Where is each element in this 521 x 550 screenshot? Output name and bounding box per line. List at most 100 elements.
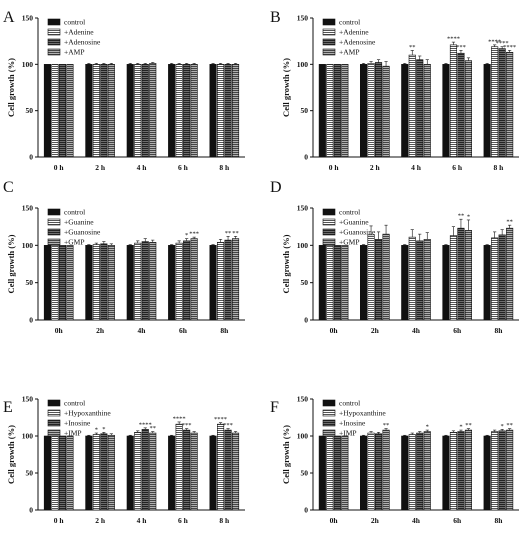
legend-swatch <box>47 208 61 216</box>
legend-entry: control <box>64 399 85 408</box>
bar <box>149 432 157 511</box>
bar <box>190 238 198 321</box>
bar <box>51 64 59 158</box>
significance-label: * <box>467 213 470 220</box>
significance-label: * <box>501 423 504 430</box>
y-tick-label: 150 <box>297 14 309 23</box>
legend: control+Adenine+Adenosine+AMP <box>322 18 376 57</box>
bar <box>449 44 458 158</box>
significance-label: ** <box>409 44 416 51</box>
bar <box>126 64 134 158</box>
significance-label: * <box>185 232 188 239</box>
legend: control+Adenine+Adenosine+AMP <box>47 18 101 57</box>
bar <box>43 64 52 158</box>
x-tick-label: 8h <box>494 516 503 525</box>
legend-entry: +Adenosine <box>339 38 376 47</box>
x-tick-label: 4h <box>412 516 421 525</box>
significance-label: **** <box>139 421 152 428</box>
significance-label: **** <box>214 416 227 423</box>
panel-a: A 0 50 100 150 Cell growth (%) 0 h 2 h 4 h 6 h 8 h… <box>3 9 245 172</box>
bar <box>359 64 368 158</box>
significance-label: **** <box>503 44 516 51</box>
significance-label: ** <box>506 422 513 429</box>
significance-label: **** <box>488 38 501 45</box>
bar <box>464 429 473 511</box>
bar <box>100 243 108 321</box>
legend: control+Hypoxanthine+Inosine+IMP <box>322 399 386 438</box>
y-tick-label: 0 <box>29 506 33 515</box>
bar <box>408 54 416 158</box>
bar <box>92 244 100 321</box>
bar <box>341 64 349 158</box>
bar <box>498 430 506 511</box>
legend-swatch <box>47 218 61 226</box>
panel-letter: F <box>270 399 279 416</box>
legend-swatch <box>47 419 61 427</box>
bar <box>464 230 473 321</box>
legend-swatch <box>322 28 336 36</box>
x-tick-label: 4h <box>412 326 421 335</box>
bar <box>416 59 424 158</box>
bar <box>85 64 93 158</box>
significance-label: **** <box>496 40 509 47</box>
bar <box>326 64 334 158</box>
x-tick-label: 2 h <box>95 516 106 525</box>
legend-entry: +Guanine <box>64 218 94 227</box>
x-tick-label: 0 h <box>329 163 340 172</box>
y-tick-label: 0 <box>304 153 308 162</box>
y-tick-label: 0 <box>29 316 33 325</box>
bar <box>85 435 93 511</box>
y-tick-label: 100 <box>297 60 309 69</box>
legend-swatch <box>47 429 61 437</box>
x-tick-label: 2h <box>371 326 380 335</box>
bar <box>183 429 191 511</box>
significance-label: **** <box>173 415 186 422</box>
bar <box>408 236 416 321</box>
bar <box>374 62 383 158</box>
x-tick-label: 2h <box>371 516 380 525</box>
legend: control+Hypoxanthine+Inosine+IMP <box>47 399 111 438</box>
bar <box>457 227 465 321</box>
y-tick-label: 0 <box>304 506 308 515</box>
y-tick-label: 100 <box>22 60 34 69</box>
bar <box>318 245 326 321</box>
bar <box>51 245 59 321</box>
legend-swatch <box>47 38 61 46</box>
bar <box>326 245 334 321</box>
y-tick-label: 50 <box>26 469 34 478</box>
bar <box>408 434 416 511</box>
bar <box>217 64 225 158</box>
bar <box>85 245 93 321</box>
bar <box>126 245 134 321</box>
y-axis-label: Cell growth (%) <box>6 234 16 293</box>
bar <box>491 237 499 321</box>
x-tick-label: 8h <box>494 326 503 335</box>
x-tick-label: 8 h <box>219 516 230 525</box>
legend-entry: +Adenine <box>64 28 94 37</box>
legend: control+Guanine+Guanosine+GMP <box>322 208 376 247</box>
legend-entry: +Adenine <box>339 28 369 37</box>
bar <box>374 239 383 321</box>
bar <box>190 64 198 158</box>
y-axis-label: Cell growth (%) <box>281 58 291 117</box>
legend-entry: +Guanosine <box>339 228 376 237</box>
legend-swatch <box>322 399 336 407</box>
y-axis-label: Cell growth (%) <box>6 58 16 117</box>
significance-label: ** <box>465 422 472 429</box>
bar <box>449 431 458 511</box>
bar <box>401 435 409 511</box>
bar <box>58 435 67 511</box>
legend-swatch <box>47 399 61 407</box>
bar <box>92 434 100 511</box>
bar <box>333 64 341 158</box>
bar <box>66 245 74 321</box>
bar <box>401 64 409 158</box>
x-tick-label: 4 h <box>137 163 148 172</box>
bar <box>217 242 225 321</box>
bar <box>506 429 514 511</box>
bar <box>359 435 368 511</box>
legend-entry: +IMP <box>339 429 357 438</box>
y-tick-label: 50 <box>301 469 309 478</box>
